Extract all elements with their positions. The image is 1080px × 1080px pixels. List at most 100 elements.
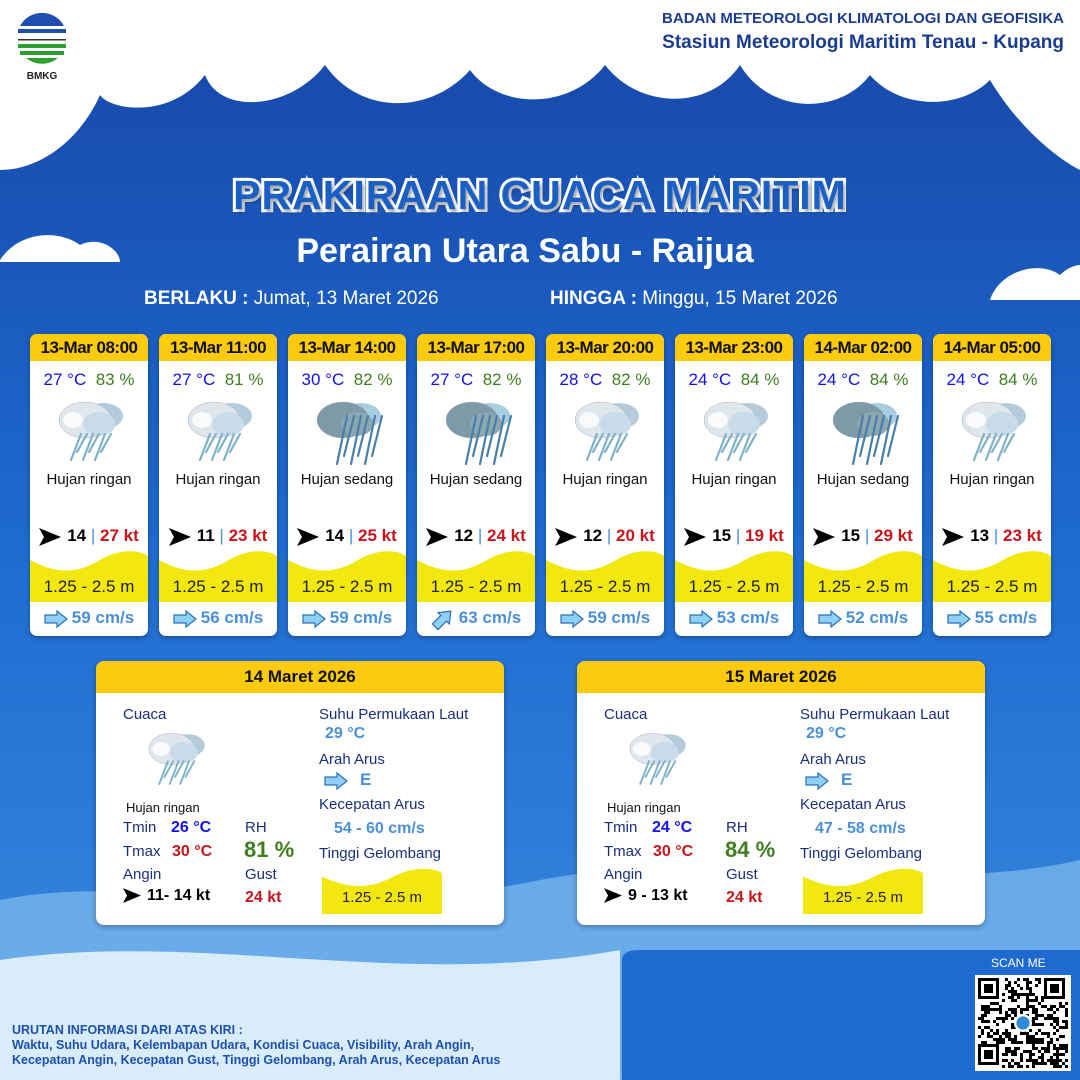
forecast-card: 13-Mar 17:00 27 °C 82 % Hujan sedang 12 … <box>417 334 535 636</box>
wave-shape <box>30 551 148 602</box>
forecast-time: 13-Mar 08:00 <box>30 334 148 361</box>
forecast-card: 13-Mar 23:00 24 °C 84 % Hujan ringan 15 … <box>675 334 793 636</box>
current-row: 63 cm/s <box>417 608 535 630</box>
qr-code[interactable] <box>975 975 1071 1071</box>
valid-from: BERLAKU : Jumat, 13 Maret 2026 <box>144 288 439 310</box>
wave-shape <box>804 551 922 602</box>
valid-to-date: Minggu, 15 Maret 2026 <box>642 288 838 309</box>
temperature: 27 °C <box>172 370 216 389</box>
wind-direction-icon <box>39 527 62 546</box>
temperature: 30 °C <box>301 370 345 389</box>
label-angin: Angin <box>123 866 162 883</box>
label-tmax: Tmax <box>604 843 642 860</box>
gust-speed: 23 kt <box>228 526 268 545</box>
current-direction-icon <box>324 771 348 790</box>
daily-date: 14 Maret 2026 <box>96 661 504 693</box>
humidity: 82 % <box>611 370 651 389</box>
valid-to: HINGGA : Minggu, 15 Maret 2026 <box>550 288 838 310</box>
gust-speed: 25 kt <box>358 526 397 545</box>
label-tmin: Tmin <box>123 819 157 836</box>
wind-speed: 15 <box>712 526 732 545</box>
daily-wave: 1.25 - 2.5 m <box>341 889 423 906</box>
label-cuaca: Cuaca <box>604 706 648 723</box>
wind-direction-icon <box>555 527 578 546</box>
label-tinggi: Tinggi Gelombang <box>319 845 442 862</box>
temp-rh: 27 °C 83 % <box>30 370 148 390</box>
value-current_speed: 47 - 58 cm/s <box>815 820 906 837</box>
forecast-time: 13-Mar 14:00 <box>288 334 406 361</box>
daily-wind: 11- 14 kt <box>123 887 210 905</box>
wave-height: 1.25 - 2.5 m <box>43 577 135 596</box>
forecast-time: 13-Mar 17:00 <box>417 334 535 361</box>
page-title: PRAKIRAAN CUACA MARITIM <box>0 169 1080 221</box>
moderate-rain-icon <box>316 401 384 466</box>
humidity: 83 % <box>95 370 135 389</box>
forecast-card: 13-Mar 14:00 30 °C 82 % Hujan sedang 14 … <box>288 334 406 636</box>
organization: BADAN METEOROLOGI KLIMATOLOGI DAN GEOFIS… <box>662 10 1064 54</box>
current-row: 53 cm/s <box>675 608 793 628</box>
value-current-dir: E <box>360 770 372 789</box>
humidity: 82 % <box>353 370 393 389</box>
forecast-card: 14-Mar 05:00 24 °C 84 % Hujan ringan 13 … <box>933 334 1051 636</box>
weather-condition: Hujan ringan <box>949 471 1035 488</box>
current-direction-icon <box>44 609 68 628</box>
wind-row: 11 | 23 kt <box>159 526 277 546</box>
separator: | <box>993 526 999 545</box>
wind-speed: 12 <box>454 526 474 545</box>
wind-direction-icon <box>684 527 707 546</box>
bmkg-logo-icon <box>17 12 67 64</box>
valid-to-label: HINGGA : <box>550 288 637 309</box>
label-cuaca: Cuaca <box>123 706 167 723</box>
forecast-card: 13-Mar 08:00 27 °C 83 % Hujan ringan 14 … <box>30 334 148 636</box>
current-speed: 59 cm/s <box>71 608 135 627</box>
wave-height: 1.25 - 2.5 m <box>688 577 780 596</box>
value-rh: 84 % <box>725 837 776 862</box>
forecast-time: 13-Mar 20:00 <box>546 334 664 361</box>
logo-text: BMKG <box>26 71 58 82</box>
light-rain-icon <box>961 401 1026 462</box>
org-name: BADAN METEOROLOGI KLIMATOLOGI DAN GEOFIS… <box>662 10 1064 27</box>
label-tmin: Tmin <box>604 819 638 836</box>
separator: | <box>864 526 870 545</box>
value-wind: 11- 14 kt <box>147 887 211 904</box>
gust-speed: 27 kt <box>100 526 139 545</box>
temp-rh: 27 °C 81 % <box>159 370 277 390</box>
temp-rh: 24 °C 84 % <box>804 370 922 390</box>
wind-speed: 11 <box>196 526 215 545</box>
label-gust: Gust <box>245 866 277 883</box>
current-speed: 53 cm/s <box>716 608 780 627</box>
daily-wind: 9 - 13 kt <box>604 887 688 905</box>
forecast-card: 13-Mar 20:00 28 °C 82 % Hujan ringan 12 … <box>546 334 664 636</box>
weather-condition: Hujan sedang <box>429 471 523 488</box>
temperature: 27 °C <box>43 370 87 389</box>
wind-direction-icon <box>426 527 449 546</box>
current-row: 59 cm/s <box>288 608 406 628</box>
wave-shape <box>159 551 277 602</box>
current-speed: 56 cm/s <box>200 608 264 627</box>
wave-height: 1.25 - 2.5 m <box>430 577 522 596</box>
forecast-time: 14-Mar 05:00 <box>933 334 1051 361</box>
current-row: 55 cm/s <box>933 608 1051 628</box>
label-rh: RH <box>245 819 267 836</box>
light-rain-icon <box>148 732 205 785</box>
area-name: Perairan Utara Sabu - Raijua <box>296 232 754 270</box>
current-direction-icon <box>560 609 584 628</box>
gust-speed: 29 kt <box>874 526 913 545</box>
label-angin: Angin <box>604 866 643 883</box>
current-direction-icon <box>431 610 452 630</box>
wind-speed: 14 <box>67 526 87 545</box>
daily-panel: 15 Maret 2026 Cuaca Hujan ringan Tmin 24 … <box>577 661 985 925</box>
separator: | <box>735 526 741 545</box>
label-kec: Kecepatan Arus <box>319 796 425 813</box>
forecast-time: 14-Mar 02:00 <box>804 334 922 361</box>
footer-title: URUTAN INFORMASI DARI ATAS KIRI : <box>12 1023 243 1037</box>
temperature: 24 °C <box>946 370 990 389</box>
scan-label: SCAN ME <box>991 956 1046 970</box>
valid-from-date: Jumat, 13 Maret 2026 <box>253 288 439 309</box>
current-direction-icon <box>805 771 829 790</box>
temp-rh: 24 °C 84 % <box>675 370 793 390</box>
forecast-time: 13-Mar 23:00 <box>675 334 793 361</box>
separator: | <box>477 526 483 545</box>
moderate-rain-icon <box>832 401 900 466</box>
gust-speed: 19 kt <box>745 526 784 545</box>
